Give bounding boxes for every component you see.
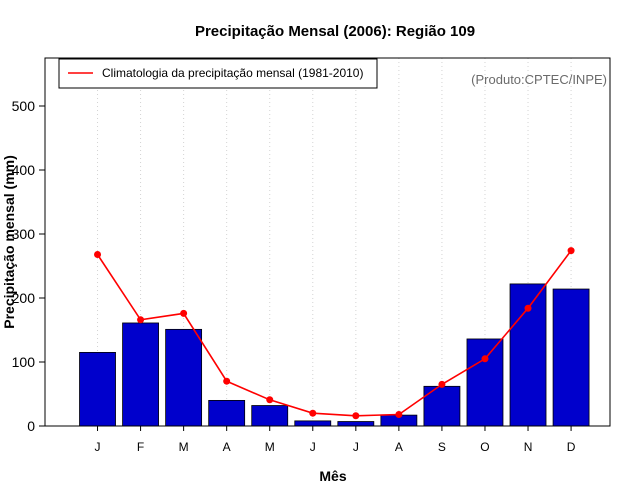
x-tick-label: M bbox=[179, 440, 189, 454]
y-axis-title: Precipitação mensal (mm) bbox=[1, 155, 17, 329]
x-tick-label: F bbox=[137, 440, 144, 454]
bar bbox=[208, 399, 246, 427]
chart-title: Precipitação Mensal (2006): Região 109 bbox=[195, 23, 475, 40]
bar bbox=[122, 322, 159, 427]
legend-box bbox=[58, 58, 378, 89]
legend-entry-climatology: Climatologia da precipitação mensal (198… bbox=[102, 66, 363, 80]
source-annotation: (Produto:CPTEC/INPE) bbox=[471, 72, 607, 87]
x-tick-label: S bbox=[438, 440, 446, 454]
climatology-point bbox=[352, 412, 360, 420]
climatology-point bbox=[223, 377, 231, 385]
legend: Climatologia da precipitação mensal (198… bbox=[58, 58, 378, 89]
grid-lines bbox=[97, 58, 572, 426]
x-tick-label: J bbox=[310, 440, 316, 454]
plot-frame bbox=[44, 57, 611, 427]
climatology-point bbox=[180, 309, 188, 317]
y-tick-label: 100 bbox=[12, 354, 36, 370]
climatology-line bbox=[94, 247, 575, 420]
y-tick-label: 300 bbox=[12, 226, 36, 242]
x-tick-label: M bbox=[265, 440, 275, 454]
y-tick-label: 400 bbox=[12, 162, 36, 178]
y-tick-label: 0 bbox=[27, 418, 35, 434]
climatology-point bbox=[266, 396, 274, 404]
bars bbox=[79, 283, 590, 427]
bar bbox=[165, 328, 203, 427]
x-tick-label: J bbox=[353, 440, 359, 454]
bar bbox=[552, 288, 590, 427]
x-tick-label: J bbox=[95, 440, 101, 454]
bar bbox=[337, 421, 375, 427]
x-tick-label: D bbox=[567, 440, 576, 454]
y-tick-label: 200 bbox=[12, 290, 36, 306]
climatology-point bbox=[94, 250, 102, 258]
climatology-point bbox=[524, 304, 532, 312]
bar bbox=[294, 420, 332, 427]
bar bbox=[79, 351, 116, 427]
bar bbox=[251, 405, 289, 427]
bar bbox=[466, 338, 504, 427]
climatology-point bbox=[137, 316, 145, 324]
x-tick-label: O bbox=[480, 440, 489, 454]
x-tick-label: N bbox=[524, 440, 533, 454]
climatology-point bbox=[567, 247, 575, 255]
x-tick-label: A bbox=[395, 440, 403, 454]
x-tick-label: A bbox=[223, 440, 231, 454]
climatology-point bbox=[309, 409, 317, 417]
x-axis-title: Mês bbox=[319, 468, 346, 484]
y-axis: 0 100 200 300 400 500 bbox=[12, 98, 45, 434]
climatology-point bbox=[438, 380, 446, 388]
y-tick-label: 500 bbox=[12, 98, 36, 114]
climatology-point bbox=[395, 410, 403, 418]
climatology-point bbox=[481, 355, 489, 363]
climatology-polyline bbox=[96, 250, 572, 417]
